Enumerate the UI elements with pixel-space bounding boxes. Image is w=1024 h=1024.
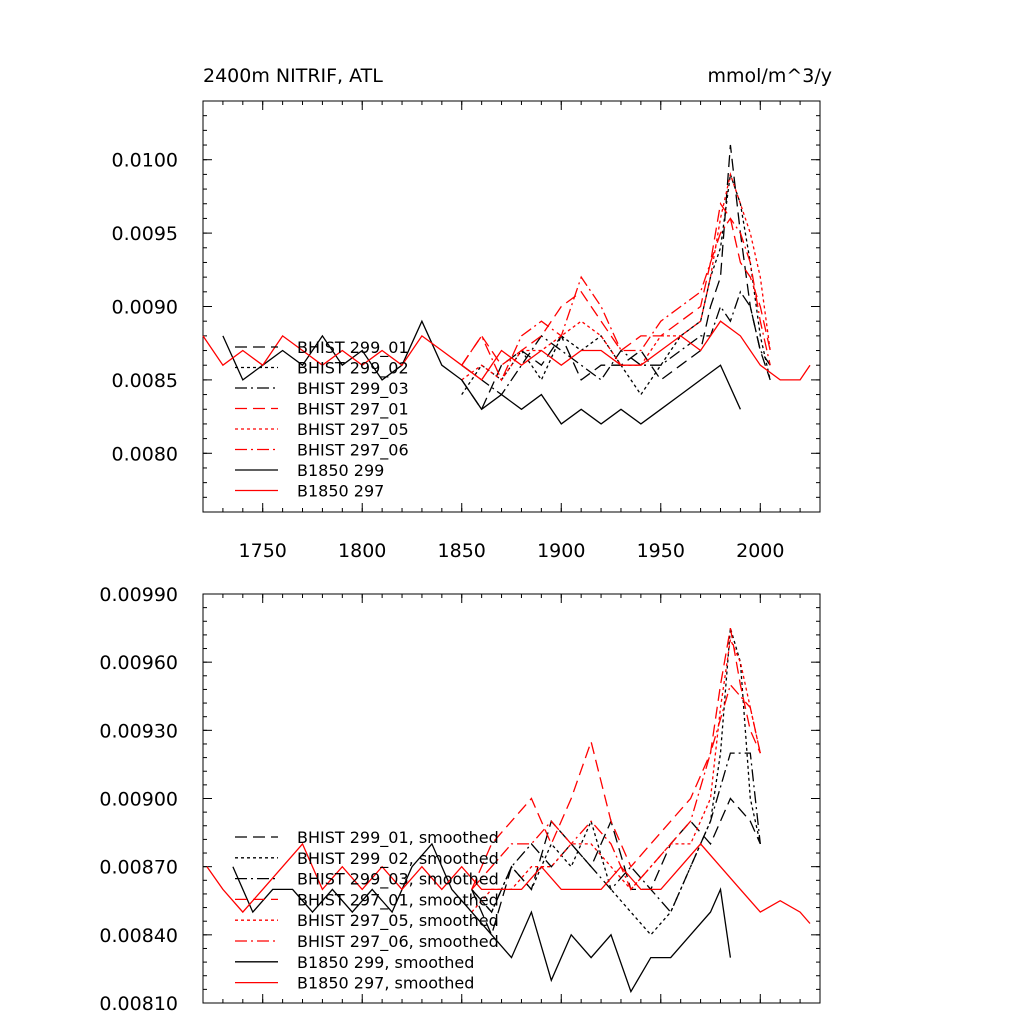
bottom-panel-axes: 0.00810 0.00840 0.00870 0.00900 0.00930 0.009…: [99, 584, 821, 1015]
y-tick-label: 0.0095: [112, 223, 178, 245]
y-tick-label: 0.00840: [99, 925, 178, 947]
series-line-bhist-299-03-smoothed: [471, 752, 761, 914]
x-tick-label: 1950: [637, 540, 685, 562]
y-tick-label: 0.00990: [99, 584, 178, 606]
x-tick-label: 1900: [537, 540, 585, 562]
series-line-bhist-297-06: [461, 217, 771, 382]
top-panel: 2400m NITRIF, ATL mmol/m^3/y 1750 1800 185…: [112, 65, 832, 562]
series-line-b1850-297: [202, 320, 811, 381]
legend-label: BHIST 297_05, smoothed: [297, 911, 499, 931]
legend-label: BHIST 297_06, smoothed: [297, 932, 499, 952]
series-line-bhist-297-05-smoothed: [471, 637, 761, 913]
y-tick-label: 0.00930: [99, 720, 178, 742]
series-line-bhist-297-05: [461, 172, 771, 381]
y-tick-label: 0.00960: [99, 652, 178, 674]
series-line-b1850-297-smoothed: [206, 842, 811, 924]
legend-label: BHIST 297_01: [297, 400, 409, 420]
y-tick-label: 0.0090: [112, 297, 178, 319]
y-tick-label: 0.0080: [112, 443, 178, 465]
legend-label: BHIST 299_03: [297, 379, 409, 399]
series-line-bhist-299-03: [461, 290, 771, 396]
top-panel-axes: 1750 1800 1850 1900 1950 2000 0.0080 0.0085 0.00…: [112, 100, 821, 562]
series-line-bhist-297-01-smoothed: [471, 627, 761, 890]
legend-label: B1850 297: [297, 482, 384, 501]
series-line-bhist-299-02-smoothed: [471, 627, 761, 936]
series-line-bhist-299-01: [461, 144, 771, 411]
x-tick-label: 1850: [438, 540, 486, 562]
legend-label: BHIST 299_03, smoothed: [297, 870, 499, 890]
series-line-bhist-299-02: [461, 174, 771, 396]
top-panel-frame: [202, 100, 821, 513]
legend-label: BHIST 297_06: [297, 441, 409, 461]
y-tick-label: 0.00900: [99, 789, 178, 811]
legend-label: BHIST 299_02: [297, 359, 409, 379]
top-panel-title: 2400m NITRIF, ATL: [203, 65, 383, 87]
legend-label: BHIST 299_02, smoothed: [297, 849, 499, 869]
legend-label: BHIST 297_05: [297, 420, 409, 440]
legend-label: BHIST 299_01, smoothed: [297, 828, 499, 848]
y-tick-label: 0.00810: [99, 993, 178, 1015]
legend-label: BHIST 299_01: [297, 338, 409, 358]
x-tick-label: 1800: [338, 540, 386, 562]
top-panel-series: [202, 144, 811, 425]
legend-label: B1850 299, smoothed: [297, 953, 474, 972]
y-tick-label: 0.00870: [99, 857, 178, 879]
x-tick-label: 1750: [239, 540, 287, 562]
bottom-panel-series: [206, 627, 811, 994]
legend-label: B1850 297, smoothed: [297, 974, 474, 993]
legend-label: BHIST 297_01, smoothed: [297, 890, 499, 910]
legend-label: B1850 299: [297, 461, 384, 480]
y-tick-label: 0.0085: [112, 370, 178, 392]
series-line-bhist-297-01: [461, 201, 771, 367]
series-line-bhist-297-06-smoothed: [471, 683, 761, 891]
series-line-bhist-299-01-smoothed: [471, 797, 761, 937]
y-tick-label: 0.0100: [112, 150, 178, 172]
bottom-panel: 0.00810 0.00840 0.00870 0.00900 0.00930 0.009…: [99, 584, 821, 1015]
x-tick-label: 2000: [736, 540, 784, 562]
top-panel-units: mmol/m^3/y: [708, 65, 832, 87]
series-line-b1850-299-smoothed: [232, 842, 732, 994]
